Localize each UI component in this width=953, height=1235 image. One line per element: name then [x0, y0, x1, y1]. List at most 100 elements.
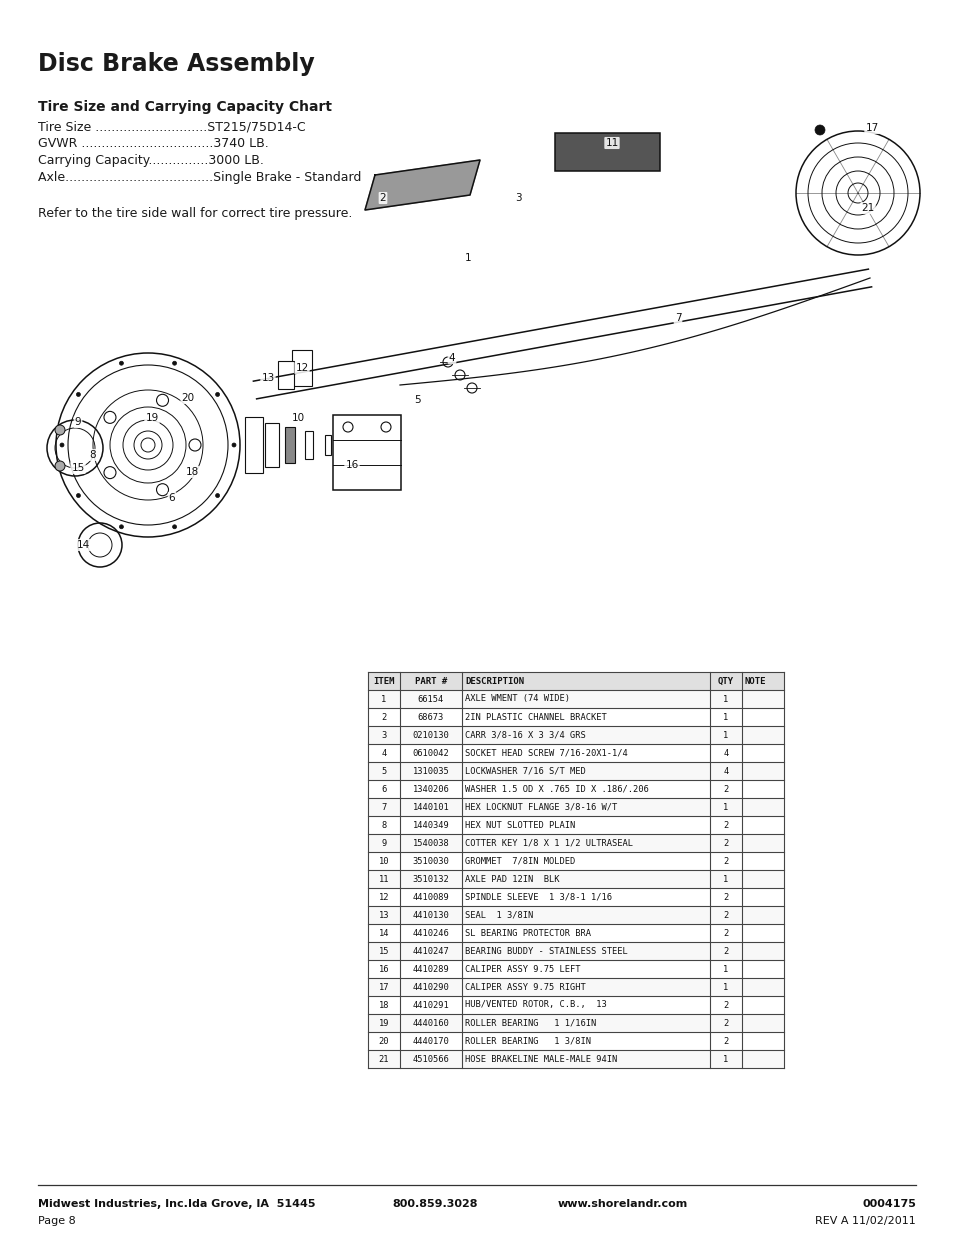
Text: 1: 1 — [722, 803, 728, 811]
Text: 17: 17 — [378, 983, 389, 992]
Text: 6: 6 — [169, 493, 175, 503]
Text: 4440160: 4440160 — [413, 1019, 449, 1028]
Circle shape — [814, 125, 824, 135]
Circle shape — [215, 393, 219, 396]
Text: 17: 17 — [864, 124, 878, 133]
Text: 2: 2 — [722, 910, 728, 920]
Bar — [285, 427, 294, 463]
Circle shape — [172, 525, 176, 529]
Text: Tire Size and Carrying Capacity Chart: Tire Size and Carrying Capacity Chart — [38, 100, 332, 114]
Text: 2: 2 — [722, 929, 728, 937]
Text: 3: 3 — [381, 730, 386, 740]
Text: 2IN PLASTIC CHANNEL BRACKET: 2IN PLASTIC CHANNEL BRACKET — [464, 713, 606, 721]
Text: 4410130: 4410130 — [413, 910, 449, 920]
Text: 5: 5 — [381, 767, 386, 776]
Bar — [368, 942, 783, 960]
Text: AXLE WMENT (74 WIDE): AXLE WMENT (74 WIDE) — [464, 694, 569, 704]
Text: Refer to the tire side wall for correct tire pressure.: Refer to the tire side wall for correct … — [38, 207, 352, 220]
Text: Midwest Industries, Inc.: Midwest Industries, Inc. — [38, 1199, 188, 1209]
Text: HEX LOCKNUT FLANGE 3/8-16 W/T: HEX LOCKNUT FLANGE 3/8-16 W/T — [464, 803, 617, 811]
Text: QTY: QTY — [718, 677, 733, 685]
Bar — [368, 1014, 783, 1032]
Text: 8: 8 — [90, 450, 96, 459]
Text: CARR 3/8-16 X 3 3/4 GRS: CARR 3/8-16 X 3 3/4 GRS — [464, 730, 585, 740]
Text: 0004175: 0004175 — [862, 1199, 915, 1209]
Text: 4410089: 4410089 — [413, 893, 449, 902]
Bar — [277, 361, 294, 389]
Text: 66154: 66154 — [417, 694, 444, 704]
Text: 5: 5 — [415, 395, 421, 405]
Circle shape — [60, 443, 64, 447]
Text: SPINDLE SLEEVE  1 3/8-1 1/16: SPINDLE SLEEVE 1 3/8-1 1/16 — [464, 893, 612, 902]
Text: SL BEARING PROTECTOR BRA: SL BEARING PROTECTOR BRA — [464, 929, 590, 937]
Circle shape — [55, 425, 65, 435]
Text: 21: 21 — [378, 1055, 389, 1063]
Text: 8: 8 — [381, 820, 386, 830]
Text: 7: 7 — [674, 312, 680, 324]
Text: 4: 4 — [722, 767, 728, 776]
Text: 2: 2 — [722, 1000, 728, 1009]
Text: 1440349: 1440349 — [413, 820, 449, 830]
Text: 1: 1 — [464, 253, 471, 263]
Text: GVWR .................................3740 LB.: GVWR .................................37… — [38, 137, 269, 149]
Text: 1: 1 — [722, 874, 728, 883]
Text: 68673: 68673 — [417, 713, 444, 721]
Text: BEARING BUDDY - STAINLESS STEEL: BEARING BUDDY - STAINLESS STEEL — [464, 946, 627, 956]
Text: AXLE PAD 12IN  BLK: AXLE PAD 12IN BLK — [464, 874, 558, 883]
Text: CALIPER ASSY 9.75 LEFT: CALIPER ASSY 9.75 LEFT — [464, 965, 579, 973]
Text: 6: 6 — [381, 784, 386, 794]
Text: Ida Grove, IA  51445: Ida Grove, IA 51445 — [188, 1199, 315, 1209]
Text: 0610042: 0610042 — [413, 748, 449, 757]
Text: NOTE: NOTE — [744, 677, 765, 685]
Bar — [368, 690, 783, 708]
Text: HEX NUT SLOTTED PLAIN: HEX NUT SLOTTED PLAIN — [464, 820, 575, 830]
Text: REV A 11/02/2011: REV A 11/02/2011 — [815, 1216, 915, 1226]
Bar — [368, 726, 783, 743]
Circle shape — [76, 494, 80, 498]
Text: 1: 1 — [381, 694, 386, 704]
Polygon shape — [365, 161, 479, 210]
Text: 10: 10 — [291, 412, 304, 424]
Text: Tire Size ............................ST215/75D14-C: Tire Size ............................ST… — [38, 120, 305, 133]
Bar — [333, 415, 400, 490]
Text: DESCRIPTION: DESCRIPTION — [464, 677, 523, 685]
Text: 4440170: 4440170 — [413, 1036, 449, 1046]
Circle shape — [232, 443, 235, 447]
Text: 4410289: 4410289 — [413, 965, 449, 973]
Text: 4: 4 — [448, 353, 455, 363]
Text: Carrying Capacity...............3000 LB.: Carrying Capacity...............3000 LB. — [38, 154, 264, 167]
Text: 9: 9 — [74, 417, 81, 427]
Text: COTTER KEY 1/8 X 1 1/2 ULTRASEAL: COTTER KEY 1/8 X 1 1/2 ULTRASEAL — [464, 839, 633, 847]
Text: CALIPER ASSY 9.75 RIGHT: CALIPER ASSY 9.75 RIGHT — [464, 983, 585, 992]
Bar — [555, 133, 659, 170]
Text: 1: 1 — [722, 713, 728, 721]
Text: SOCKET HEAD SCREW 7/16-20X1-1/4: SOCKET HEAD SCREW 7/16-20X1-1/4 — [464, 748, 627, 757]
Text: ROLLER BEARING   1 3/8IN: ROLLER BEARING 1 3/8IN — [464, 1036, 590, 1046]
Bar — [368, 672, 783, 690]
Text: 2: 2 — [722, 820, 728, 830]
Circle shape — [55, 461, 65, 471]
Bar — [368, 978, 783, 995]
Bar — [368, 834, 783, 852]
Text: 3: 3 — [515, 193, 520, 203]
Text: 2: 2 — [722, 946, 728, 956]
Text: 20: 20 — [378, 1036, 389, 1046]
Text: Disc Brake Assembly: Disc Brake Assembly — [38, 52, 314, 77]
Text: 14: 14 — [378, 929, 389, 937]
Text: 16: 16 — [378, 965, 389, 973]
Text: ROLLER BEARING   1 1/16IN: ROLLER BEARING 1 1/16IN — [464, 1019, 596, 1028]
Text: 1440101: 1440101 — [413, 803, 449, 811]
Bar — [368, 906, 783, 924]
Text: SEAL  1 3/8IN: SEAL 1 3/8IN — [464, 910, 533, 920]
Text: 12: 12 — [295, 363, 309, 373]
Text: 11: 11 — [605, 138, 618, 148]
Circle shape — [172, 361, 176, 366]
Text: 16: 16 — [345, 459, 358, 471]
Text: www.shorelandr.com: www.shorelandr.com — [558, 1199, 687, 1209]
Text: 1: 1 — [722, 983, 728, 992]
Text: HUB/VENTED ROTOR, C.B.,  13: HUB/VENTED ROTOR, C.B., 13 — [464, 1000, 606, 1009]
Text: 4410247: 4410247 — [413, 946, 449, 956]
Text: 4510566: 4510566 — [413, 1055, 449, 1063]
Circle shape — [76, 393, 80, 396]
Text: 2: 2 — [379, 193, 386, 203]
